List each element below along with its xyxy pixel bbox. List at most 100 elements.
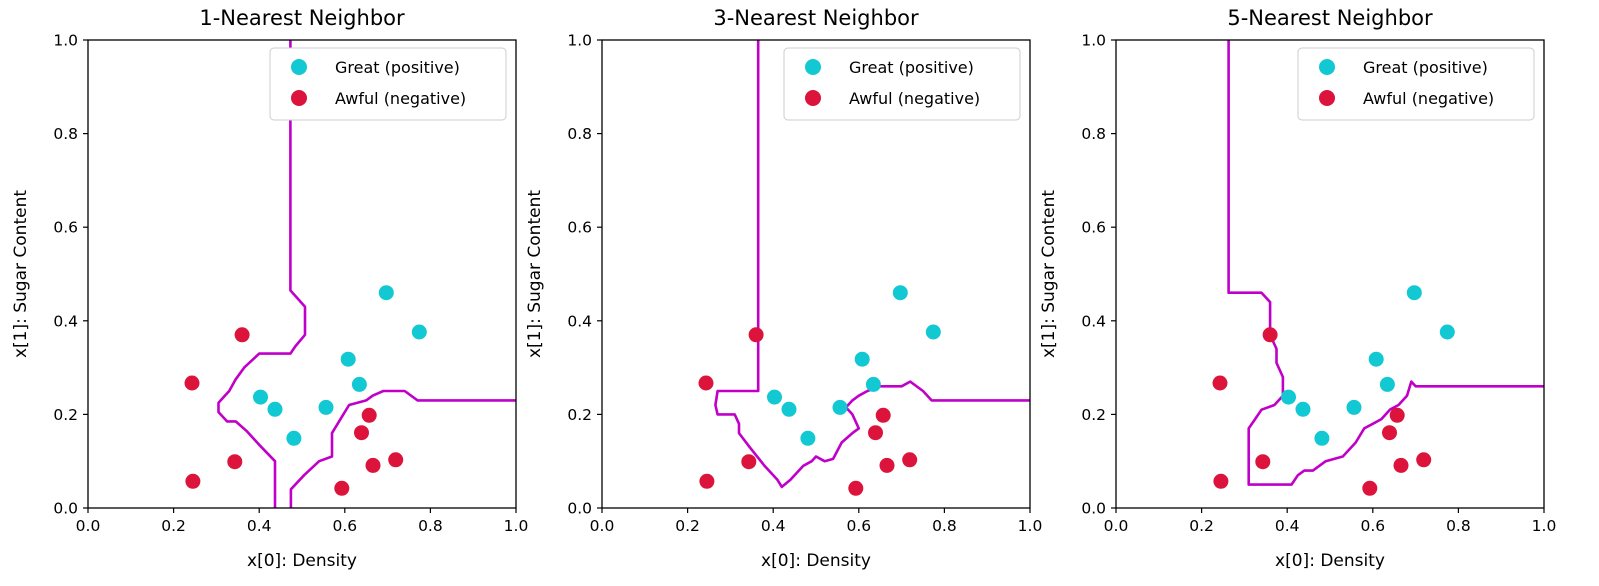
negative-point xyxy=(1416,452,1432,468)
negative-point xyxy=(234,327,250,343)
decision-boundary-line xyxy=(289,389,516,508)
x-tick-label: 0.6 xyxy=(846,517,871,535)
legend-label: Great (positive) xyxy=(335,58,460,77)
negative-point xyxy=(1393,457,1409,473)
positive-point xyxy=(340,351,356,367)
x-axis-label: x[0]: Density xyxy=(761,551,871,571)
negative-point xyxy=(879,457,895,473)
negative-point xyxy=(848,480,864,496)
legend: Great (positive) Awful (negative) xyxy=(1297,47,1535,121)
y-tick-label: 0.6 xyxy=(53,219,78,237)
negative-point xyxy=(868,425,883,441)
y-tick-label: 0.4 xyxy=(1081,312,1106,330)
positive-point xyxy=(1295,401,1311,417)
negative-point xyxy=(875,407,891,423)
positive-point xyxy=(286,430,302,446)
positive-point xyxy=(1346,399,1362,415)
x-tick-label: 0.0 xyxy=(1104,517,1129,535)
legend-box xyxy=(269,47,507,121)
decision-boundary-line xyxy=(217,40,307,508)
x-tick-label: 0.2 xyxy=(1189,517,1214,535)
positive-point xyxy=(892,285,908,301)
legend-marker xyxy=(805,90,821,106)
positive-point xyxy=(832,399,848,415)
x-tick-label: 0.6 xyxy=(1360,517,1385,535)
y-tick-label: 0.0 xyxy=(1081,500,1106,518)
negative-point xyxy=(388,452,404,468)
y-axis-label: x[1]: Sugar Content xyxy=(11,190,31,358)
y-tick-label: 0.8 xyxy=(1081,125,1106,143)
positive-point xyxy=(1368,351,1384,367)
negative-point xyxy=(1262,327,1278,343)
x-tick-label: 0.2 xyxy=(161,517,186,535)
positive-point xyxy=(253,389,268,405)
x-tick-label: 0.8 xyxy=(1446,517,1471,535)
y-tick-label: 1.0 xyxy=(1081,32,1106,50)
legend-marker xyxy=(1319,59,1335,75)
positive-point xyxy=(378,285,394,301)
legend-label: Awful (negative) xyxy=(335,89,466,108)
positive-point xyxy=(865,376,881,392)
positive-point xyxy=(1406,285,1422,301)
legend-box xyxy=(1297,47,1535,121)
legend-label: Great (positive) xyxy=(849,58,974,77)
y-tick-label: 0.0 xyxy=(53,500,78,518)
negative-point xyxy=(698,375,714,391)
positive-point xyxy=(1379,376,1395,392)
chart-title: 3-Nearest Neighbor xyxy=(713,6,919,30)
negative-point xyxy=(185,473,201,489)
y-tick-label: 0.0 xyxy=(567,500,592,518)
y-tick-label: 0.4 xyxy=(53,312,78,330)
negative-point xyxy=(902,452,918,468)
x-tick-label: 0.0 xyxy=(76,517,101,535)
positive-point xyxy=(854,351,870,367)
positive-point xyxy=(800,430,816,446)
y-tick-label: 0.2 xyxy=(53,406,78,424)
positive-point xyxy=(1314,430,1330,446)
positive-point xyxy=(351,376,367,392)
legend-marker xyxy=(1319,90,1335,106)
positive-point xyxy=(781,401,797,417)
y-tick-label: 0.8 xyxy=(567,125,592,143)
y-tick-label: 1.0 xyxy=(53,32,78,50)
x-tick-label: 0.4 xyxy=(761,517,786,535)
negative-point xyxy=(365,457,381,473)
chart-panel-3: 5-Nearest Neighbor 0.0 0.2 0.4 0.6 0.8 1.0 0.0 0… xyxy=(1039,6,1556,571)
legend: Great (positive) Awful (negative) xyxy=(783,47,1021,121)
axes-frame xyxy=(601,39,1031,509)
negative-point xyxy=(1382,425,1397,441)
negative-point xyxy=(699,473,715,489)
positive-point xyxy=(411,324,427,340)
negative-point xyxy=(1362,480,1378,496)
legend-marker xyxy=(805,59,821,75)
legend: Great (positive) Awful (negative) xyxy=(269,47,507,121)
y-tick-label: 0.6 xyxy=(567,219,592,237)
negative-point xyxy=(1389,407,1405,423)
negative-point xyxy=(1212,375,1228,391)
chart-title: 1-Nearest Neighbor xyxy=(199,6,405,30)
y-axis-label: x[1]: Sugar Content xyxy=(1039,190,1059,358)
axes-frame xyxy=(1115,39,1545,509)
legend-marker xyxy=(291,90,307,106)
positive-point xyxy=(767,389,782,405)
y-tick-label: 0.2 xyxy=(567,406,592,424)
negative-point xyxy=(334,480,350,496)
legend-marker xyxy=(291,59,307,75)
legend-label: Awful (negative) xyxy=(1363,89,1494,108)
negative-point xyxy=(361,407,377,423)
y-tick-label: 1.0 xyxy=(567,32,592,50)
negative-point xyxy=(741,454,757,470)
x-tick-label: 1.0 xyxy=(1018,517,1043,535)
y-tick-label: 0.8 xyxy=(53,125,78,143)
x-tick-label: 0.4 xyxy=(1275,517,1300,535)
positive-point xyxy=(267,401,283,417)
negative-point xyxy=(184,375,200,391)
x-tick-label: 0.2 xyxy=(675,517,700,535)
negative-point xyxy=(748,327,764,343)
x-tick-label: 1.0 xyxy=(1532,517,1557,535)
chart-panel-2: 3-Nearest Neighbor 0.0 0.2 0.4 0.6 0.8 1.0 0.0 0… xyxy=(525,6,1042,571)
negative-point xyxy=(227,454,243,470)
chart-panel-1: 1-Nearest Neighbor 0.0 0.2 0.4 0.6 0.8 1.0 0.0 0… xyxy=(11,6,528,571)
negative-point xyxy=(1213,473,1229,489)
